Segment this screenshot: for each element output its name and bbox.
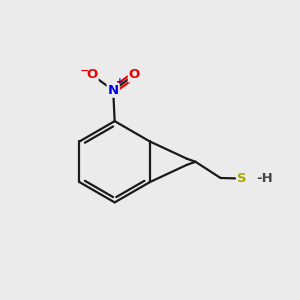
Text: O: O: [129, 68, 140, 81]
Text: O: O: [86, 68, 98, 81]
Text: −: −: [80, 65, 89, 76]
Text: S: S: [237, 172, 247, 185]
Text: -H: -H: [256, 172, 273, 185]
Text: N: N: [108, 84, 119, 97]
Text: +: +: [116, 77, 124, 86]
